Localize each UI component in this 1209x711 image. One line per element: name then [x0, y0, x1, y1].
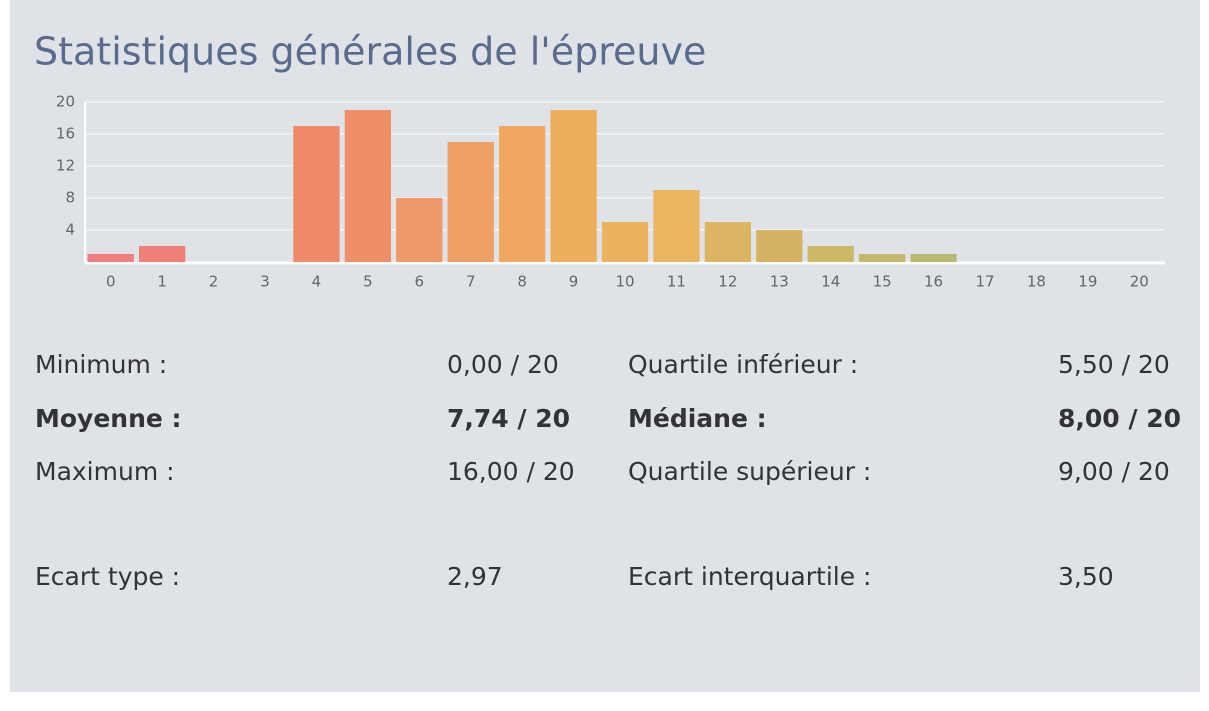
stats-panel: Statistiques générales de l'épreuve 4 8 12… — [10, 0, 1200, 692]
stat-label: Quartile inférieur : — [628, 350, 859, 379]
x-tick-label: 15 — [873, 273, 892, 291]
bar — [704, 222, 751, 262]
x-tick-label: 10 — [615, 273, 634, 291]
x-tick-label: 18 — [1027, 273, 1046, 291]
x-tick-label: 17 — [975, 273, 994, 291]
x-tick-label: 13 — [770, 273, 789, 291]
x-tick-label: 7 — [466, 273, 476, 291]
x-tick-label: 1 — [157, 273, 167, 291]
stat-value: 0,00 / 20 — [447, 350, 559, 379]
bar — [910, 254, 957, 262]
stat-value: 5,50 / 20 — [1058, 350, 1170, 379]
x-tick-label: 4 — [312, 273, 322, 291]
bar — [344, 110, 391, 262]
bar — [396, 198, 443, 262]
stat-label: Quartile supérieur : — [628, 457, 872, 486]
x-tick-label: 14 — [821, 273, 840, 291]
stat-label: Maximum : — [35, 457, 175, 486]
stat-label: Ecart interquartile : — [628, 562, 872, 591]
bar — [550, 110, 597, 262]
y-tick-label: 20 — [56, 93, 75, 111]
bar — [601, 222, 649, 262]
stat-label: Moyenne : — [35, 404, 182, 433]
stat-value: 3,50 — [1058, 562, 1114, 591]
chart-title: Statistiques générales de l'épreuve — [34, 30, 706, 74]
chart: Statistiques générales de l'épreuve 4812… — [34, 30, 1165, 291]
x-tick-label: 5 — [363, 273, 373, 291]
x-tick-label: 6 — [415, 273, 425, 291]
x-tick-label: 12 — [718, 273, 737, 291]
bar — [653, 190, 700, 262]
y-tick-label: 16 — [56, 125, 75, 143]
x-tick-label: 11 — [667, 273, 686, 291]
bar — [499, 126, 546, 262]
stat-value: 8,00 / 20 — [1058, 404, 1182, 433]
stat-label: Minimum : — [35, 350, 168, 379]
stat-value: 16,00 / 20 — [447, 457, 575, 486]
bar — [447, 142, 494, 262]
x-tick-label: 20 — [1130, 273, 1149, 291]
bar — [139, 246, 186, 262]
x-tick-label: 0 — [106, 273, 116, 291]
stat-label: Médiane : — [628, 404, 767, 433]
bar — [756, 230, 803, 262]
x-tick-label: 19 — [1078, 273, 1097, 291]
y-tick-label: 8 — [65, 189, 75, 207]
x-tick-label: 16 — [924, 273, 943, 291]
x-tick-label: 8 — [517, 273, 527, 291]
stat-value: 7,74 / 20 — [447, 404, 571, 433]
y-tick-label: 12 — [56, 157, 75, 175]
x-tick-label: 9 — [569, 273, 579, 291]
y-tick-label: 4 — [65, 221, 75, 239]
bar — [859, 254, 906, 262]
bar — [807, 246, 854, 262]
stat-value: 2,97 — [447, 562, 503, 591]
bar — [87, 254, 134, 262]
stat-value: 9,00 / 20 — [1058, 457, 1170, 486]
bar — [293, 126, 340, 262]
stat-label: Ecart type : — [35, 562, 181, 591]
x-tick-label: 3 — [260, 273, 270, 291]
x-tick-label: 2 — [209, 273, 219, 291]
